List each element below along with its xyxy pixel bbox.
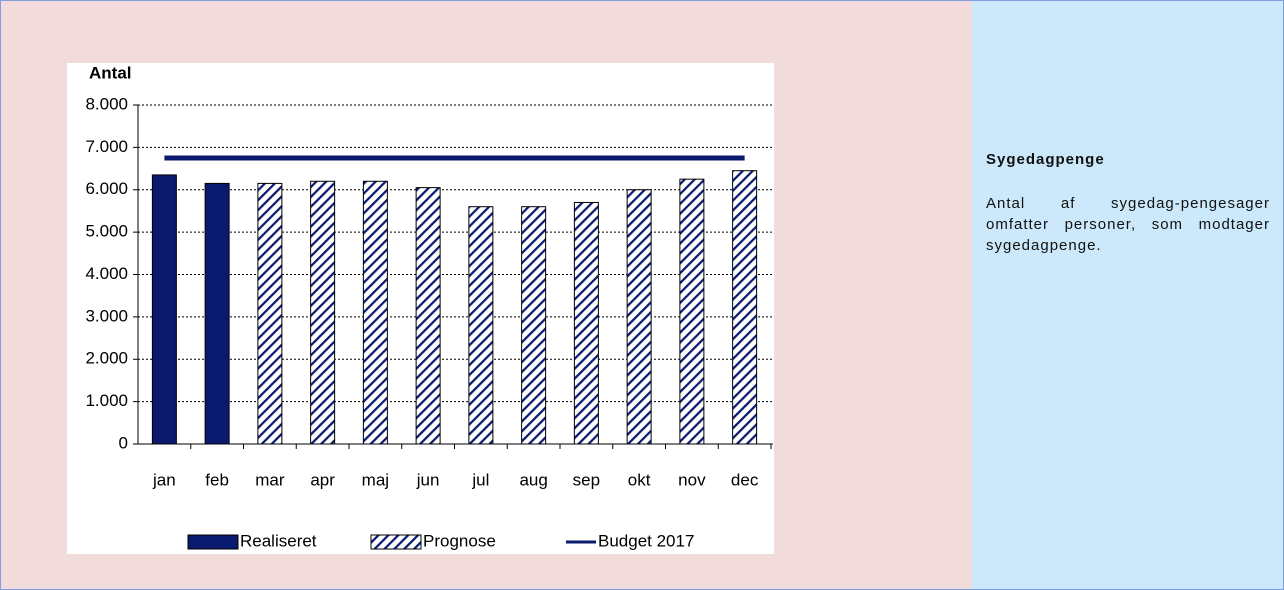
sidebar-text: Antal af sygedag-pengesager omfatter per… <box>986 195 1270 254</box>
x-tick-label: apr <box>310 470 335 489</box>
sidebar: Sygedagpenge Antal af sygedag-pengesager… <box>972 0 1284 590</box>
x-tick-label: okt <box>628 470 651 489</box>
y-tick-label: 6.000 <box>85 179 128 198</box>
legend-label: Prognose <box>423 531 496 550</box>
x-tick-label: maj <box>362 470 389 489</box>
y-tick-label: 2.000 <box>85 349 128 368</box>
legend-label: Realiseret <box>240 531 317 550</box>
bar <box>521 206 547 445</box>
x-tick-label: jun <box>416 470 440 489</box>
x-tick-label: nov <box>678 470 706 489</box>
bar <box>626 189 652 445</box>
y-tick-label: 5.000 <box>85 222 128 241</box>
bar <box>310 180 336 445</box>
bar <box>415 187 441 445</box>
bar <box>679 178 705 445</box>
x-tick-label: sep <box>573 470 600 489</box>
y-tick-label: 1.000 <box>85 391 128 410</box>
x-tick-label: aug <box>519 470 547 489</box>
legend-swatch <box>187 534 239 550</box>
x-tick-label: jan <box>152 470 176 489</box>
x-tick-label: feb <box>205 470 229 489</box>
bar <box>362 180 388 445</box>
bar <box>573 201 599 445</box>
y-tick-label: 0 <box>119 433 128 452</box>
bar <box>151 174 177 445</box>
bar <box>732 170 758 445</box>
x-tick-label: jul <box>471 470 489 489</box>
x-tick-label: mar <box>255 470 285 489</box>
legend-swatch <box>370 534 422 550</box>
chart: Antal 0 1.000 2.000 3.000 4.000 5.000 6.000 7.0… <box>67 63 774 554</box>
bar <box>204 182 230 445</box>
sidebar-title: Sygedagpenge <box>986 151 1105 168</box>
y-tick-label: 3.000 <box>85 306 128 325</box>
y-tick-label: 7.000 <box>85 137 128 156</box>
y-axis-label: Antal <box>89 63 132 82</box>
bar <box>468 206 494 445</box>
x-tick-label: dec <box>731 470 759 489</box>
legend-label: Budget 2017 <box>598 531 694 550</box>
y-tick-label: 8.000 <box>85 94 128 113</box>
chart-panel: Antal 0 1.000 2.000 3.000 4.000 5.000 6.000 7.0… <box>0 0 973 590</box>
bar <box>257 182 283 445</box>
y-tick-label: 4.000 <box>85 264 128 283</box>
